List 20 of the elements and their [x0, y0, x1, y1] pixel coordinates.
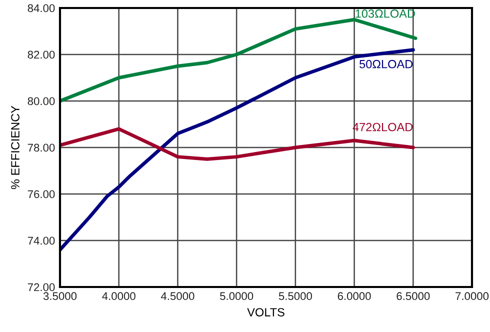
y-tick-label: 82.00	[28, 50, 55, 59]
x-tick-label: 6.5000	[396, 292, 430, 300]
y-tick-label: 72.00	[28, 283, 55, 292]
x-tick-label: 4.5000	[160, 292, 194, 300]
y-tick-label: 84.00	[28, 4, 55, 12]
x-axis-title: VOLTS	[247, 308, 284, 316]
x-tick-label: 7.0000	[456, 292, 489, 300]
y-tick-label: 76.00	[28, 190, 55, 198]
y-tick-label: 74.00	[28, 236, 55, 245]
line-series	[60, 18, 418, 103]
line-series	[60, 48, 415, 252]
y-axis-title: % EFFICIENCY	[11, 106, 20, 190]
y-tick-label: 78.00	[28, 144, 55, 152]
x-tick-label: 6.0000	[338, 292, 371, 300]
x-tick-label: 3.5000	[43, 292, 77, 300]
x-tick-label: 5.0000	[220, 292, 254, 300]
y-tick-label: 80.00	[28, 97, 55, 106]
x-tick-label: 4.0000	[102, 292, 136, 300]
x-tick-label: 5.5000	[278, 292, 312, 300]
series-label: 50ΩLOAD	[360, 60, 413, 68]
